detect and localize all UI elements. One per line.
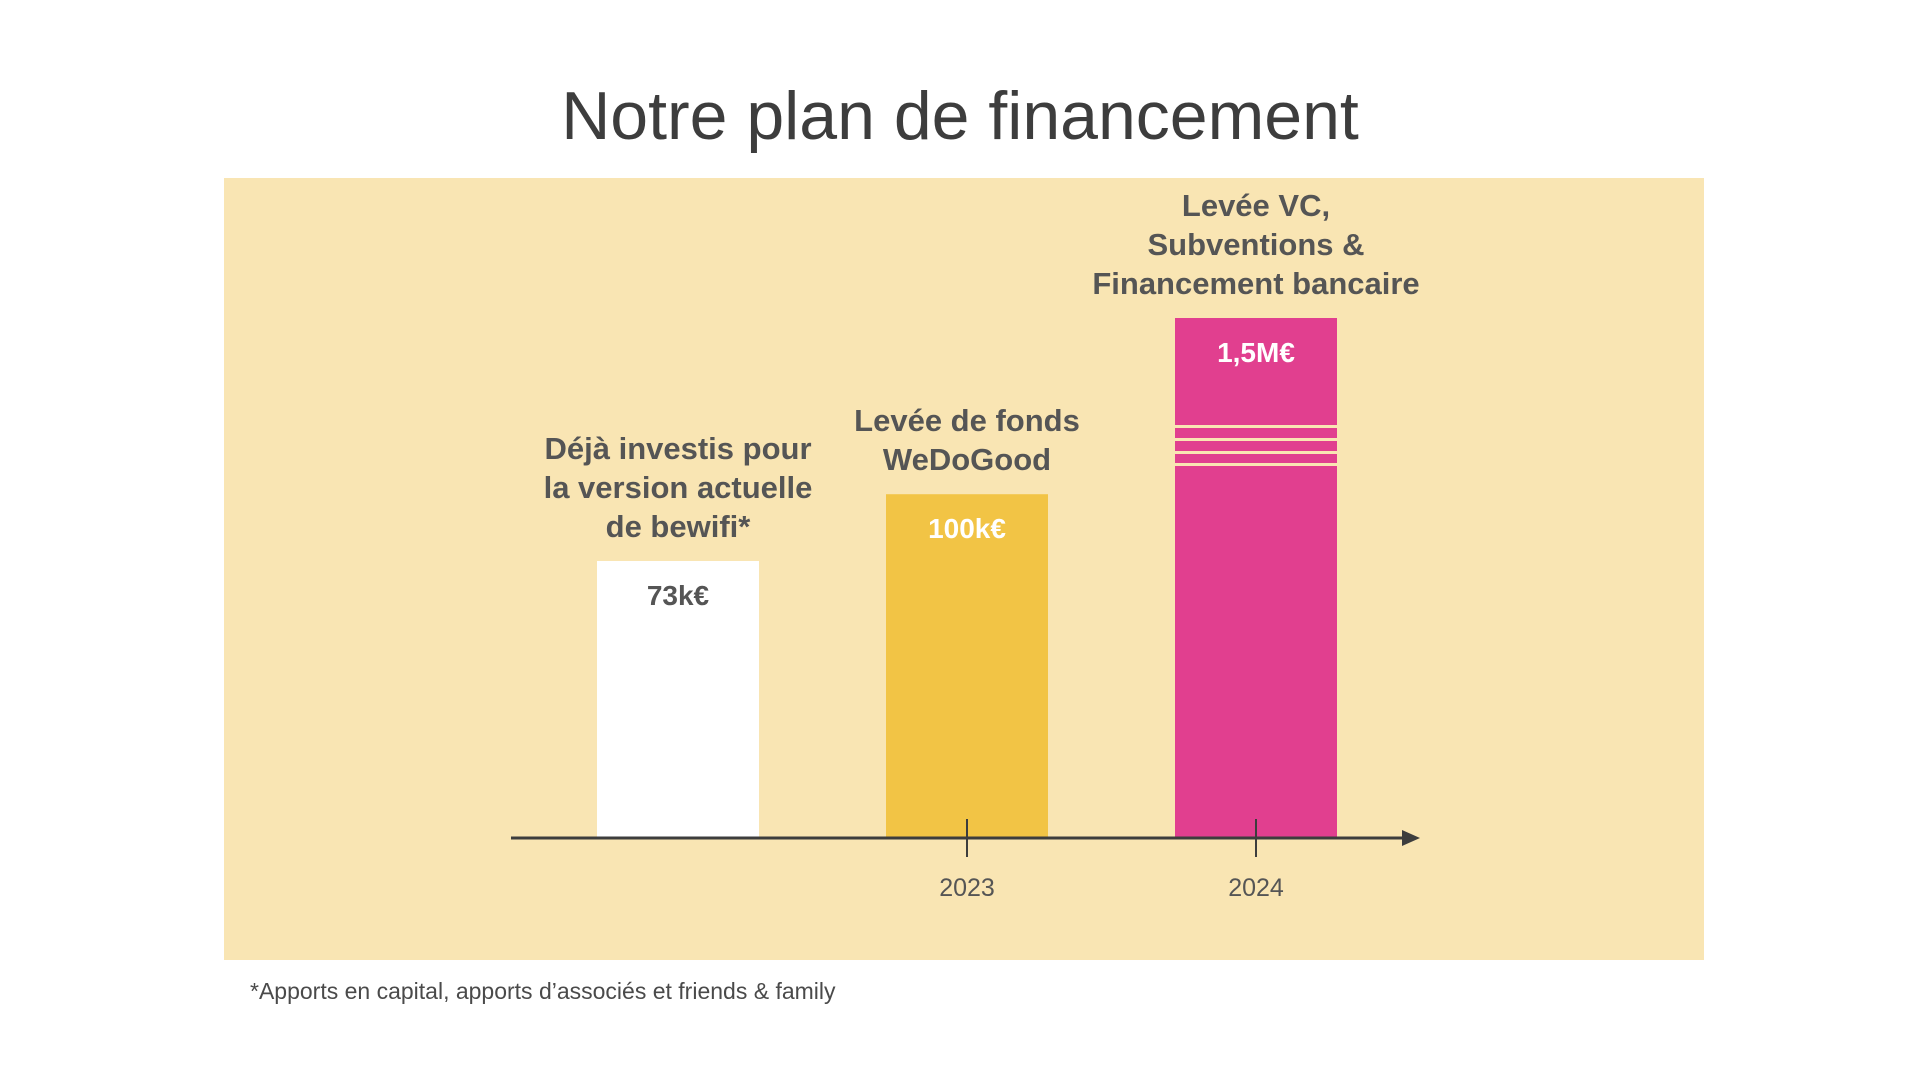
- bar-annotation-line: WeDoGood: [883, 442, 1051, 477]
- x-axis-arrowhead: [1402, 830, 1420, 846]
- axis-break-line: [1175, 438, 1337, 441]
- bar-annotation-line: Déjà investis pour: [544, 431, 811, 466]
- bar-value-label: 73k€: [647, 580, 710, 611]
- bar-2: [886, 494, 1048, 838]
- bar-annotation-line: Subventions &: [1147, 227, 1364, 262]
- bar-value-label: 1,5M€: [1217, 337, 1295, 368]
- bar-annotation-line: la version actuelle: [544, 470, 813, 505]
- bar-annotation-line: Levée de fonds: [854, 403, 1080, 438]
- page-title: Notre plan de financement: [561, 78, 1359, 154]
- axis-break-line: [1175, 425, 1337, 428]
- bar-annotation-line: de bewifi*: [606, 509, 752, 544]
- bar-annotation-line: Levée VC,: [1182, 188, 1330, 223]
- axis-break-line: [1175, 463, 1337, 466]
- x-tick-label: 2024: [1228, 874, 1284, 902]
- bar-value-label: 100k€: [928, 513, 1006, 544]
- axis-break-line: [1175, 451, 1337, 454]
- bar-1: [597, 561, 759, 838]
- x-tick-label: 2023: [939, 874, 995, 902]
- bar-3: [1175, 318, 1337, 838]
- bar-annotation-line: Financement bancaire: [1092, 266, 1419, 301]
- footnote: *Apports en capital, apports d’associés …: [250, 978, 836, 1004]
